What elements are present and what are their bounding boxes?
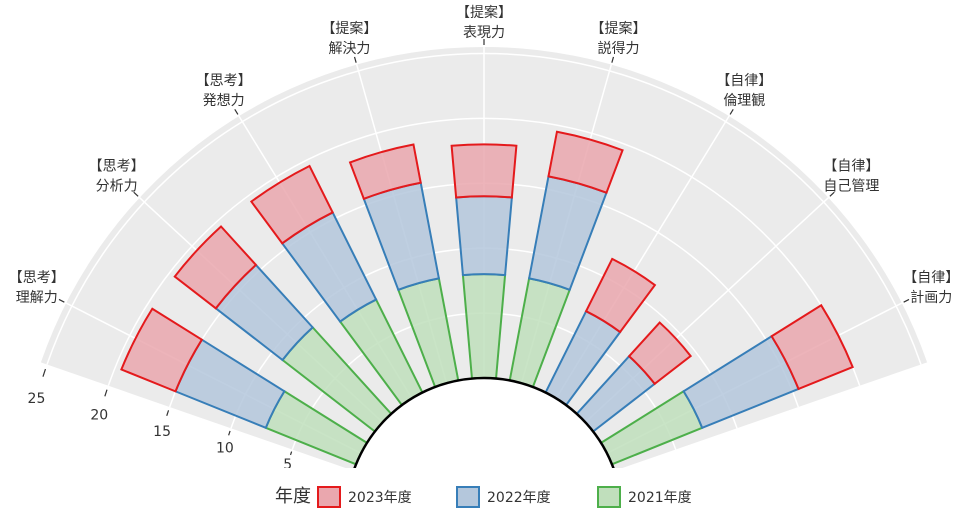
category-label: 【思考】発想力	[196, 73, 252, 109]
bar-segment	[584, 257, 657, 334]
category-label: 【提案】解決力	[321, 20, 377, 57]
category-label: 【提案】説得力	[591, 20, 647, 57]
bar-segment	[455, 195, 513, 277]
plot-area: 5 10 15 20 25 【思考】理解力 【思考】分析力 【思考】発想力 【提案】解決力 【提案…	[9, 4, 958, 473]
legend-label: 2023年度	[348, 490, 412, 506]
category-label: 【思考】分析力	[89, 158, 145, 194]
legend-title: 年度	[275, 486, 311, 507]
x-tick	[58, 298, 65, 303]
bar-segment	[450, 143, 518, 199]
y-tick	[289, 451, 293, 456]
category-label: 【自律】倫理観	[716, 73, 772, 109]
bar-segment	[770, 303, 854, 391]
x-tick	[829, 191, 835, 197]
category-label: 【自律】計画力	[903, 270, 958, 306]
x-tick	[611, 56, 615, 63]
x-tick	[353, 56, 357, 63]
x-tick	[133, 191, 139, 197]
legend-label: 2021年度	[628, 490, 692, 506]
bar-segment	[627, 321, 693, 386]
legend: 年度 2023年度 2022年度 2021年度	[275, 486, 692, 508]
category-label: 【思考】理解力	[9, 270, 65, 306]
y-tick-label: 15	[153, 424, 171, 440]
category-label: 【提案】表現力	[456, 4, 512, 41]
bar-segment	[547, 130, 624, 195]
legend-swatch	[317, 486, 341, 508]
y-tick-label: 10	[216, 440, 234, 456]
y-tick-label: 5	[283, 457, 292, 473]
x-tick	[234, 108, 239, 115]
y-tick	[228, 430, 231, 436]
legend-label: 2022年度	[487, 490, 551, 506]
legend-swatch	[597, 486, 621, 508]
legend-swatch	[456, 486, 480, 508]
y-tick-label: 25	[28, 391, 46, 407]
x-tick	[903, 298, 910, 303]
inner-arc	[353, 376, 615, 468]
y-tick	[104, 389, 108, 397]
bar-segment	[173, 225, 258, 310]
bar-segment	[120, 307, 204, 393]
y-tick	[42, 368, 47, 377]
category-label: 【自律】自己管理	[823, 158, 879, 194]
inner-hole	[354, 378, 614, 468]
y-tick-label: 20	[90, 408, 108, 424]
bar-segment	[249, 164, 334, 245]
y-tick	[166, 410, 170, 417]
bar-segment	[348, 143, 422, 201]
x-tick	[729, 108, 734, 115]
